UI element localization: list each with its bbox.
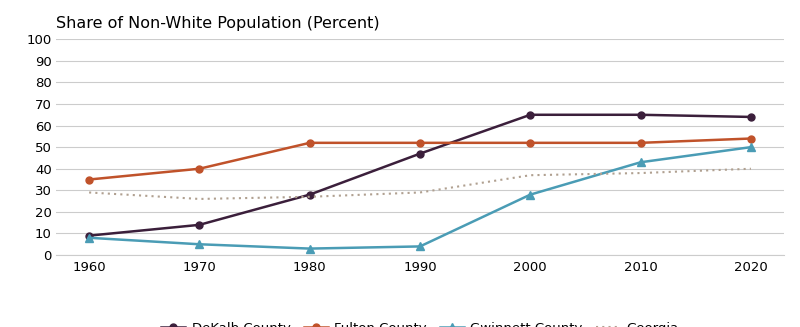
DeKalb County	[746, 115, 756, 119]
Fulton County	[84, 178, 94, 181]
Fulton County	[415, 141, 425, 145]
Text: Share of Non-White Population (Percent): Share of Non-White Population (Percent)	[56, 16, 380, 31]
Gwinnett County	[305, 247, 314, 250]
Fulton County	[526, 141, 535, 145]
Gwinnett County	[636, 160, 646, 164]
Georgia	[636, 171, 646, 175]
Line: Fulton County: Fulton County	[86, 135, 754, 183]
DeKalb County	[84, 234, 94, 238]
Gwinnett County	[526, 193, 535, 197]
Georgia	[526, 173, 535, 177]
Gwinnett County	[84, 236, 94, 240]
Legend: DeKalb County, Fulton County, Gwinnett County, Georgia: DeKalb County, Fulton County, Gwinnett C…	[162, 322, 678, 327]
DeKalb County	[636, 113, 646, 117]
Gwinnett County	[194, 242, 204, 246]
Line: Gwinnett County: Gwinnett County	[85, 143, 755, 253]
Fulton County	[305, 141, 314, 145]
Line: Georgia: Georgia	[89, 169, 751, 199]
DeKalb County	[526, 113, 535, 117]
Gwinnett County	[746, 145, 756, 149]
Fulton County	[194, 167, 204, 171]
Georgia	[746, 167, 756, 171]
Georgia	[84, 191, 94, 195]
Line: DeKalb County: DeKalb County	[86, 111, 754, 239]
DeKalb County	[194, 223, 204, 227]
Gwinnett County	[415, 245, 425, 249]
Georgia	[305, 195, 314, 199]
Fulton County	[636, 141, 646, 145]
Fulton County	[746, 137, 756, 141]
Georgia	[194, 197, 204, 201]
DeKalb County	[305, 193, 314, 197]
DeKalb County	[415, 152, 425, 156]
Georgia	[415, 191, 425, 195]
